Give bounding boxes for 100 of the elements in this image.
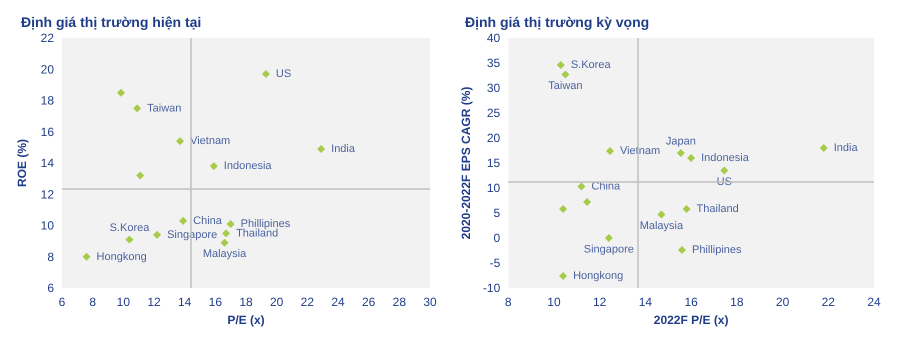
point [222,229,230,238]
y-tick-label: 6 [47,281,54,295]
annotation: Taiwan [147,102,182,114]
chart-title: Định giá thị trường kỳ vọng [465,14,650,30]
annotation: Malaysia [640,220,684,232]
x-tick-label: 30 [423,295,437,309]
x-tick-label: 18 [730,295,744,309]
y-tick-label: 10 [486,181,501,195]
x-tick-label: 24 [331,295,345,309]
y-axis-title: 2020-2022F EPS CAGR (%) [459,86,473,240]
y-tick-label: 22 [40,31,54,45]
point [820,144,828,152]
x-axis-title: 2022F P/E (x) [654,313,728,327]
annotation: Vietnam [190,135,230,148]
annotation: Singapore [167,228,218,241]
point [682,205,691,213]
x-tick-label: 16 [684,295,698,309]
x-tick-label: 10 [116,295,130,309]
point [678,246,686,254]
point [720,166,728,174]
annotation: Thailand [236,227,278,240]
x-tick-label: 24 [867,295,881,309]
annotation: Indonesia [701,152,750,164]
y-tick-label: -10 [482,281,501,295]
annotation: Vietnam [620,145,660,157]
x-tick-label: 8 [89,295,96,309]
point [606,147,614,155]
x-tick-label: 18 [239,295,253,309]
annotation: S.Korea [570,59,612,71]
point [179,216,188,225]
chart-title: Định giá thị trường hiện tại [21,14,202,30]
y-tick-label: 10 [40,218,54,232]
annotation: Malaysia [202,248,248,260]
point [577,182,586,190]
y-tick-label: 25 [486,106,501,120]
y-tick-label: 15 [486,156,501,170]
point [604,234,613,242]
point [559,205,568,213]
annotation: Singapore [584,244,634,256]
y-tick-label: 35 [486,56,501,70]
x-tick-label: 6 [58,295,66,309]
x-tick-label: 8 [504,295,512,309]
y-tick-label: 12 [40,187,54,202]
y-tick-label: 0 [494,231,501,245]
x-tick-label: 26 [362,295,376,309]
x-tick-label: 22 [300,295,314,309]
y-tick-label: 20 [40,62,54,76]
point [210,162,218,170]
annotation: Phillipines [692,244,742,256]
x-tick-label: 14 [178,295,192,309]
point [176,137,184,146]
point [556,61,565,69]
point [317,144,326,153]
point [687,154,696,162]
y-tick-label: 30 [486,81,501,95]
annotation: S.Korea [110,222,150,234]
y-axis-title: ROE (%) [15,138,29,187]
y-tick-label: 40 [486,31,501,45]
y-tick-label: -5 [490,256,501,270]
x-tick-label: 20 [776,295,790,309]
annotation: US [276,68,292,80]
y-tick-label: 8 [47,250,54,264]
annotation: Japan [666,136,696,148]
x-tick-label: 10 [547,295,561,309]
y-tick-label: 14 [40,156,54,170]
annotation: Hongkong [96,250,147,263]
point [583,198,592,206]
point [657,210,666,218]
point [676,149,685,157]
x-tick-label: 12 [147,295,161,309]
annotation: Hongkong [573,270,624,282]
point [226,220,235,228]
x-tick-label: 14 [638,295,652,309]
y-tick-label: 20 [486,131,501,145]
point [125,236,134,244]
x-tick-label: 28 [392,295,406,309]
point [220,238,229,247]
point [117,88,126,97]
annotation: India [331,142,356,155]
x-tick-label: 12 [593,295,607,309]
point [561,70,570,78]
y-tick-label: 16 [40,124,54,139]
annotation: Thailand [696,203,739,215]
y-tick-label: 18 [40,94,54,108]
x-tick-label: 16 [208,295,222,309]
point [559,272,568,280]
y-tick-label: 5 [494,206,501,220]
annotation: China [193,214,223,227]
annotation: India [834,142,858,154]
x-axis-title: P/E (x) [227,313,265,327]
annotation: Phillipines [240,218,291,230]
point [136,172,144,180]
point [133,104,142,112]
annotation: Taiwan [548,80,583,92]
point [82,252,91,261]
annotation: Indonesia [224,160,272,172]
point [262,70,270,78]
point [153,230,162,239]
x-tick-label: 22 [822,295,836,309]
x-tick-label: 20 [270,295,284,309]
